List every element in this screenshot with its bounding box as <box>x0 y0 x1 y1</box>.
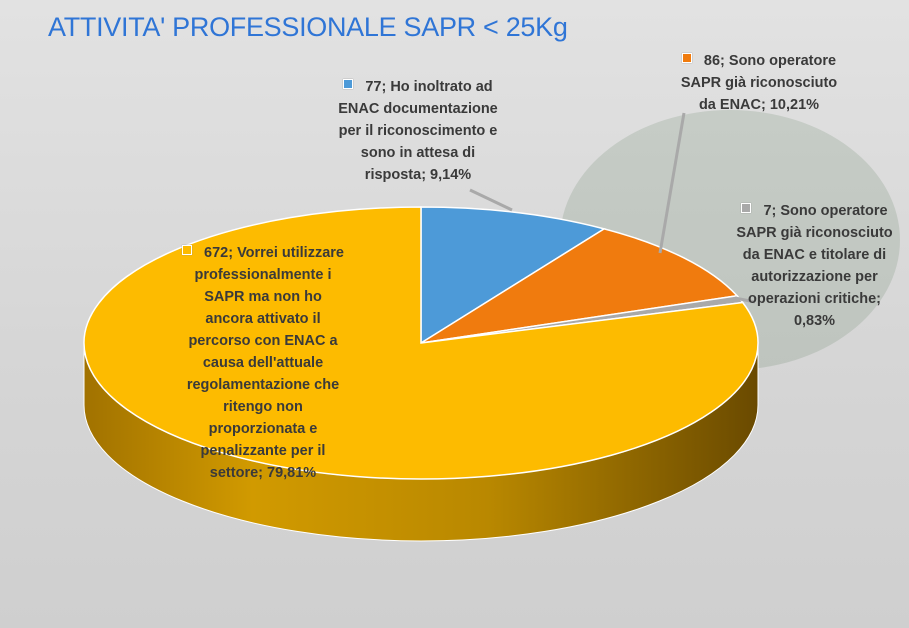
slice-label-line: 672; Vorrei utilizzare <box>168 242 358 264</box>
slice-label-line: per il riconoscimento e <box>318 120 518 142</box>
slice-label-text: 7; Sono operatore <box>763 203 888 219</box>
slice-label-text: penalizzante per il <box>200 443 326 459</box>
slice-label-line: professionalmente i <box>168 264 358 286</box>
slice-label-line: proporzionata e <box>168 418 358 440</box>
slice-label-line: risposta; 9,14% <box>318 164 518 186</box>
slice-label-text: autorizzazione per <box>751 269 878 285</box>
leader-line-1 <box>469 188 513 212</box>
slice-label-line: 77; Ho inoltrato ad <box>318 76 518 98</box>
legend-marker-icon <box>681 53 692 63</box>
legend-marker-icon <box>182 245 193 255</box>
leader-line-2 <box>658 112 686 254</box>
slice-label-text: 86; Sono operatore <box>703 53 837 69</box>
slice-label-text: ENAC documentazione <box>338 101 498 117</box>
slice-label-line: settore; 79,81% <box>168 462 358 484</box>
slice-label-1: 77; Ho inoltrato ad ENAC documentazione pe… <box>318 76 518 186</box>
slice-label-text: da ENAC; 10,21% <box>698 97 820 113</box>
slice-label-text: percorso con ENAC a <box>188 333 338 349</box>
slice-label-text: professionalmente i <box>194 267 332 283</box>
slice-label-line: sono in attesa di <box>318 142 518 164</box>
slice-label-line: SAPR già riconosciuto <box>722 222 907 244</box>
slice-label-text: SAPR già riconosciuto <box>736 225 893 241</box>
pie-slice-2 <box>420 228 739 344</box>
legend-marker-icon <box>741 203 752 213</box>
legend-marker-icon <box>343 79 354 89</box>
slice-label-line: penalizzante per il <box>168 440 358 462</box>
slice-label-line: causa dell'attuale <box>168 352 358 374</box>
slice-label-line: da ENAC; 10,21% <box>664 94 854 116</box>
slice-label-line: autorizzazione per <box>722 266 907 288</box>
slice-label-text: SAPR già riconosciuto <box>680 75 838 91</box>
slice-label-line: SAPR ma non ho <box>168 286 358 308</box>
slice-label-text: da ENAC e titolare di <box>742 247 887 263</box>
slice-label-text: ritengo non <box>223 399 303 415</box>
slice-label-text: proporzionata e <box>208 421 318 437</box>
slice-label-text: operazioni critiche; <box>748 291 881 307</box>
slice-label-line: regolamentazione che <box>168 374 358 396</box>
slice-label-4: 672; Vorrei utilizzare professionalmente … <box>168 242 358 484</box>
slice-label-text: 77; Ho inoltrato ad <box>365 79 493 95</box>
slice-label-line: 86; Sono operatore <box>664 50 854 72</box>
slice-label-text: ancora attivato il <box>205 311 321 327</box>
slice-label-text: causa dell'attuale <box>202 355 324 371</box>
slice-label-line: ENAC documentazione <box>318 98 518 120</box>
slice-label-line: ritengo non <box>168 396 358 418</box>
slice-label-text: risposta; 9,14% <box>364 167 472 183</box>
leader-line-3 <box>734 296 756 304</box>
slice-label-2: 86; Sono operatore SAPR già riconosciuto d… <box>664 50 854 116</box>
slice-label-text: 672; Vorrei utilizzare <box>204 245 344 261</box>
slice-label-line: 0,83% <box>722 310 907 332</box>
slice-label-text: 0,83% <box>793 313 836 329</box>
slice-label-line: 7; Sono operatore <box>722 200 907 222</box>
slice-label-text: settore; 79,81% <box>209 465 317 481</box>
slice-label-line: ancora attivato il <box>168 308 358 330</box>
pie-slice-1 <box>420 206 607 345</box>
slice-label-text: sono in attesa di <box>360 145 476 161</box>
slice-label-line: operazioni critiche; <box>722 288 907 310</box>
chart-title: ATTIVITA' PROFESSIONALE SAPR < 25Kg <box>48 12 568 42</box>
slice-label-line: da ENAC e titolare di <box>722 244 907 266</box>
slice-label-text: per il riconoscimento e <box>338 123 498 139</box>
slice-label-text: regolamentazione che <box>186 377 340 393</box>
slice-label-line: percorso con ENAC a <box>168 330 358 352</box>
slice-label-3: 7; Sono operatore SAPR già riconosciuto da… <box>722 200 907 332</box>
slice-label-line: SAPR già riconosciuto <box>664 72 854 94</box>
slice-label-text: SAPR ma non ho <box>204 289 322 305</box>
